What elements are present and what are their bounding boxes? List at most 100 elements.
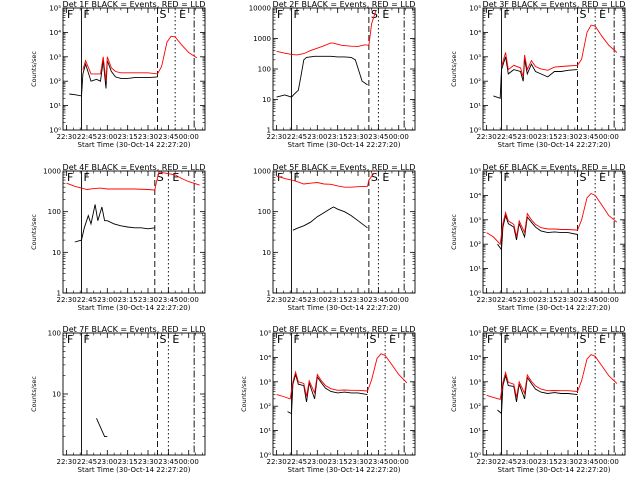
panel-det-1: Det 1F BLACK = Events, RED = LLD 10⁰ 10¹ 10… xyxy=(30,0,206,149)
x-tick-label: 23:00 xyxy=(307,458,327,466)
x-tick-label: 22:45 xyxy=(77,458,97,466)
x-tick-label: 23:45 xyxy=(578,133,598,141)
x-axis-label: Start Time (30-Oct-14 22:27:20) xyxy=(78,304,191,312)
series-red-lld xyxy=(486,192,618,246)
event-marker-label: S xyxy=(160,333,167,346)
x-tick-label: 22:45 xyxy=(497,296,517,304)
y-tick-label: 10³ xyxy=(469,216,481,224)
y-axis-label: Counts/sec xyxy=(450,51,458,87)
y-tick-label: 10³ xyxy=(469,53,481,61)
x-tick-label: 22:30 xyxy=(477,133,497,141)
x-tick-label: 00:00 xyxy=(599,458,619,466)
event-marker-label: S xyxy=(160,8,167,21)
panel-title: Det 6F BLACK = Events, RED = LLD xyxy=(483,163,626,172)
y-tick-label: 1000 xyxy=(253,35,271,43)
y-tick-label: 100 xyxy=(48,330,61,338)
panel-title: Det 1F BLACK = Events, RED = LLD xyxy=(63,0,206,9)
x-tick-label: 23:30 xyxy=(348,458,368,466)
x-tick-label: 22:30 xyxy=(267,133,287,141)
y-tick-label: 10⁰ xyxy=(469,452,481,460)
x-tick-label: 23:45 xyxy=(368,133,388,141)
x-tick-label: 23:30 xyxy=(348,296,368,304)
x-tick-label: 00:00 xyxy=(179,133,199,141)
x-tick-label: 23:00 xyxy=(517,458,537,466)
x-tick-label: 00:00 xyxy=(389,458,409,466)
y-tick-label: 10⁵ xyxy=(469,168,481,176)
event-marker-label: F xyxy=(487,8,493,21)
x-tick-label: 22:30 xyxy=(57,133,77,141)
y-tick-label: 10⁵ xyxy=(469,330,481,338)
panel-det-6: Det 6F BLACK = Events, RED = LLD 10⁰ 10¹ 10… xyxy=(450,163,626,312)
x-tick-label: 00:00 xyxy=(389,133,409,141)
event-marker-label: E xyxy=(599,333,606,346)
x-tick-label: 23:15 xyxy=(538,458,558,466)
x-axis-label: Start Time (30-Oct-14 22:27:20) xyxy=(288,141,401,149)
y-tick-label: 1000 xyxy=(43,168,61,176)
event-marker-label: S xyxy=(157,171,164,184)
panel-det-7: Det 7F BLACK = Events, RED = LLD 10 100 22:… xyxy=(30,325,206,474)
panel-title: Det 9F BLACK = Events, RED = LLD xyxy=(483,325,626,334)
x-axis-label: Start Time (30-Oct-14 22:27:20) xyxy=(78,466,191,474)
y-tick-label: 10¹ xyxy=(469,102,481,110)
y-tick-label: 10¹ xyxy=(469,265,481,273)
event-marker-label: F xyxy=(294,171,300,184)
x-tick-label: 23:00 xyxy=(517,133,537,141)
x-tick-label: 00:00 xyxy=(179,458,199,466)
y-tick-label: 10¹ xyxy=(469,427,481,435)
y-axis-label: Counts/sec xyxy=(240,376,248,412)
series-red-lld xyxy=(82,35,198,82)
x-tick-label: 22:45 xyxy=(287,458,307,466)
x-tick-label: 22:30 xyxy=(267,458,287,466)
event-marker-label: S xyxy=(580,171,587,184)
event-marker-label: S xyxy=(370,333,377,346)
event-marker-label: F xyxy=(504,8,510,21)
x-tick-label: 23:00 xyxy=(97,296,117,304)
event-marker-label: F xyxy=(84,333,90,346)
x-tick-label: 23:15 xyxy=(328,296,348,304)
plot-frame xyxy=(272,170,416,294)
y-tick-label: 1 xyxy=(57,290,61,298)
x-tick-label: 23:45 xyxy=(158,133,178,141)
x-tick-label: 23:00 xyxy=(307,296,327,304)
x-tick-label: 22:45 xyxy=(497,458,517,466)
panel-title: Det 7F BLACK = Events, RED = LLD xyxy=(63,325,206,334)
y-tick-label: 10⁰ xyxy=(49,127,61,135)
series-red-lld xyxy=(66,171,200,191)
y-tick-label: 10⁰ xyxy=(259,452,271,460)
y-tick-label: 100 xyxy=(258,208,271,216)
x-tick-label: 23:00 xyxy=(517,296,537,304)
panel-det-5: Det 5F BLACK = Events, RED = LLD 1 10 100 10… xyxy=(253,163,416,312)
event-marker-label: F xyxy=(504,333,510,346)
event-marker-label: F xyxy=(277,333,283,346)
y-tick-label: 10⁰ xyxy=(469,290,481,298)
x-tick-label: 23:30 xyxy=(348,133,368,141)
x-tick-label: 23:45 xyxy=(368,296,388,304)
series-red-lld xyxy=(276,353,408,400)
event-marker-label: E xyxy=(172,333,179,346)
x-axis-label: Start Time (30-Oct-14 22:27:20) xyxy=(288,466,401,474)
y-tick-label: 10⁴ xyxy=(49,29,61,37)
plot-frame xyxy=(272,332,416,456)
y-tick-label: 10² xyxy=(469,403,481,411)
y-tick-label: 10³ xyxy=(469,378,481,386)
x-tick-label: 00:00 xyxy=(599,133,619,141)
x-tick-label: 23:00 xyxy=(97,458,117,466)
panel-title: Det 5F BLACK = Events, RED = LLD xyxy=(273,163,416,172)
event-marker-label: S xyxy=(580,333,587,346)
y-tick-label: 10³ xyxy=(49,53,61,61)
series-black-events xyxy=(276,55,368,98)
y-tick-label: 10 xyxy=(262,96,271,104)
y-tick-label: 10⁵ xyxy=(259,330,271,338)
event-marker-label: E xyxy=(389,333,396,346)
panel-title: Det 2F BLACK = Events, RED = LLD xyxy=(273,0,416,9)
event-marker-label: F xyxy=(84,171,90,184)
event-marker-label: E xyxy=(599,171,606,184)
plot-frame xyxy=(272,7,416,131)
event-marker-label: S xyxy=(580,8,587,21)
event-marker-label: E xyxy=(179,8,186,21)
y-tick-label: 10 xyxy=(52,249,61,257)
plot-frame xyxy=(482,332,626,456)
panel-title: Det 3F BLACK = Events, RED = LLD xyxy=(483,0,626,9)
x-tick-label: 23:00 xyxy=(97,133,117,141)
